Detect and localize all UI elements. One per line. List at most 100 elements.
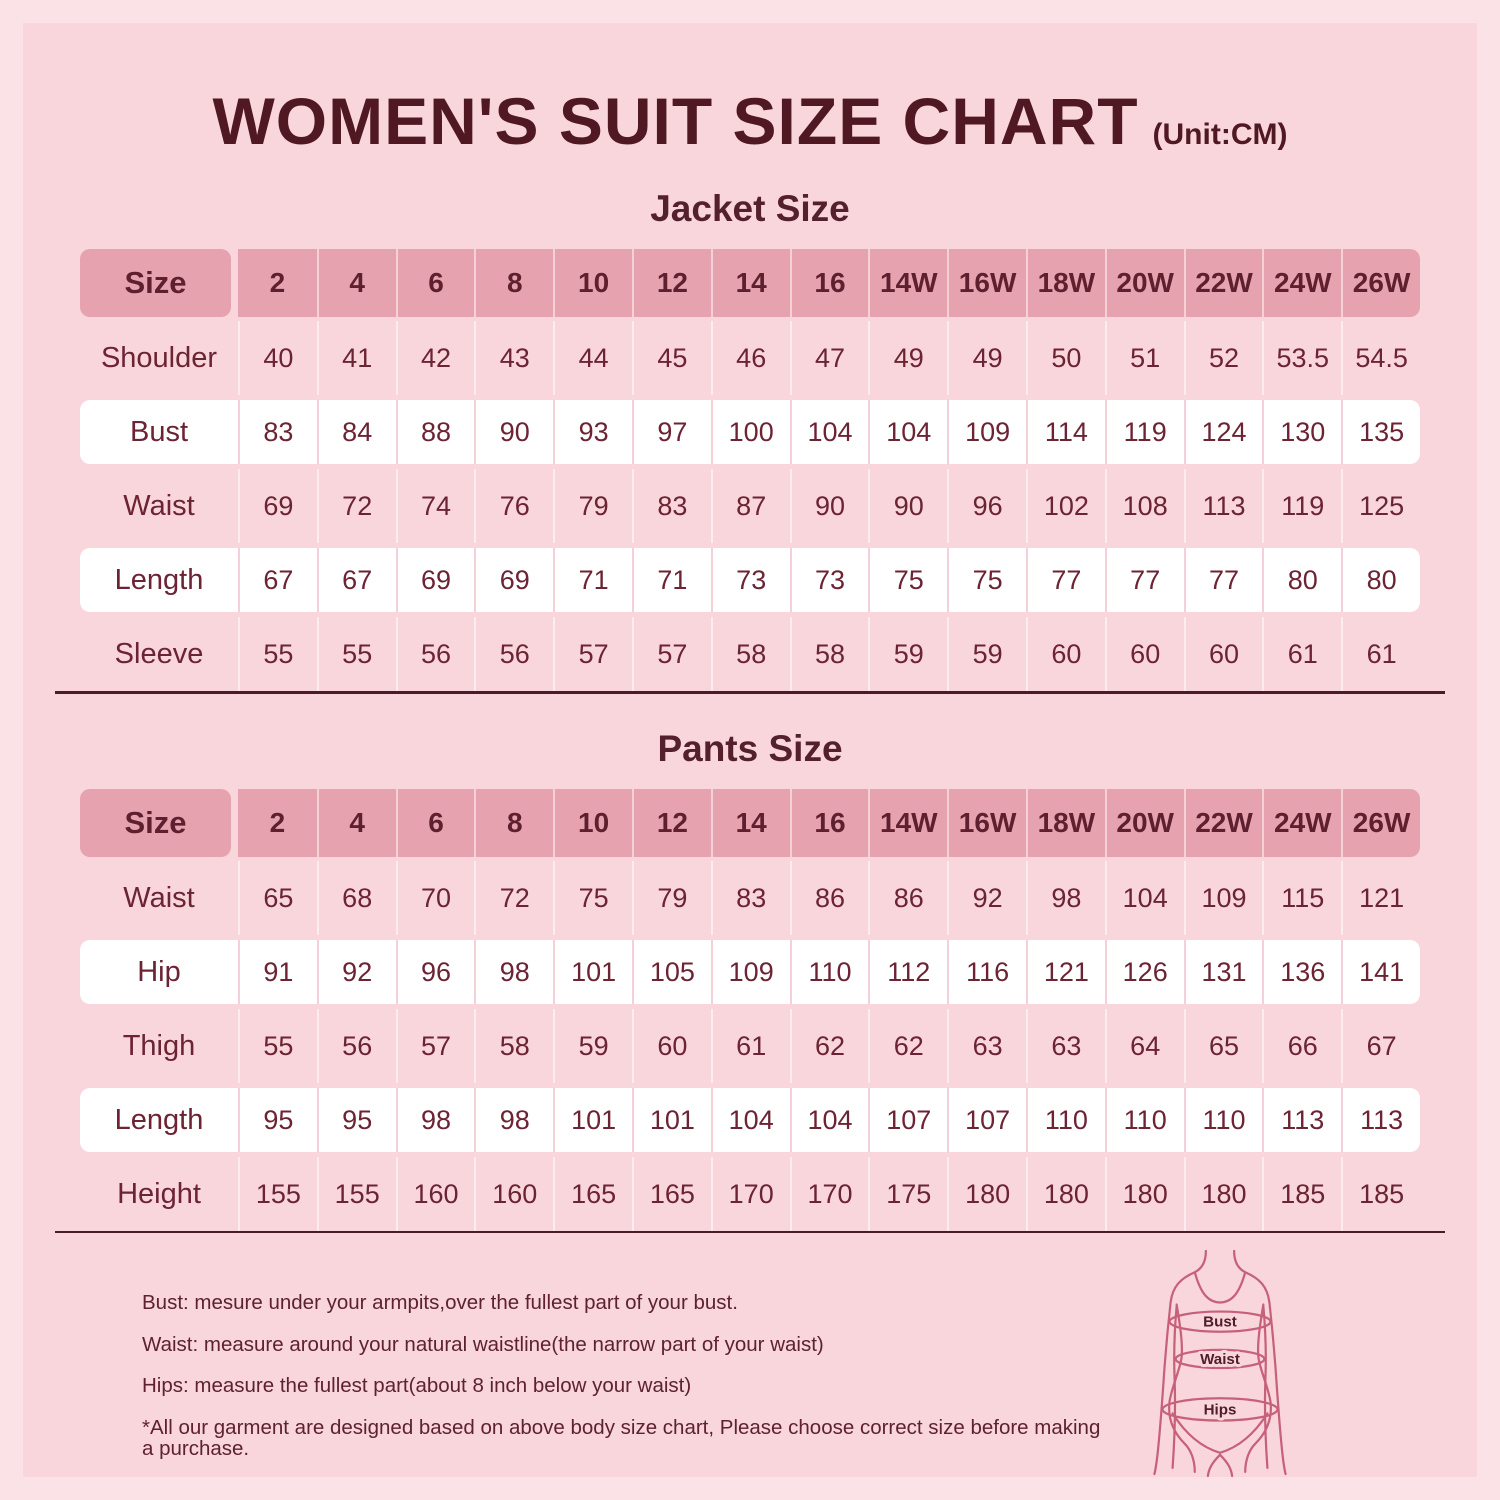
size-value: 84 — [316, 400, 396, 464]
note-bust: Bust: mesure under your armpits,over the… — [142, 1291, 738, 1314]
size-value: 96 — [947, 469, 1026, 543]
size-value: 87 — [710, 469, 790, 543]
header-cell: 14 — [710, 249, 790, 317]
size-value: 49 — [868, 321, 947, 395]
size-value: 79 — [553, 469, 632, 543]
size-value: 126 — [1104, 940, 1184, 1004]
header-cell: 16 — [789, 789, 869, 857]
size-value: 53.5 — [1262, 321, 1341, 395]
size-value: 46 — [710, 321, 790, 395]
table-row: Length 67 67 69 69 71 71 73 73 75 75 77 77 77 80 80 — [80, 548, 1420, 612]
size-value: 43 — [474, 321, 553, 395]
size-value: 73 — [710, 548, 790, 612]
size-value: 180 — [947, 1157, 1026, 1231]
size-value: 67 — [1341, 1009, 1420, 1083]
size-value: 60 — [1183, 617, 1263, 691]
header-cell: 8 — [474, 789, 554, 857]
size-value: 77 — [1026, 548, 1105, 612]
size-value: 185 — [1341, 1157, 1420, 1231]
row-label: Height — [117, 1177, 201, 1210]
table-row: Shoulder 40 41 42 43 44 45 46 47 49 49 50 51 52 53.5 54… — [80, 321, 1420, 395]
size-value: 95 — [238, 1088, 317, 1152]
header-cell: 22W — [1183, 249, 1263, 317]
size-value: 62 — [868, 1009, 947, 1083]
page-title: WOMEN'S SUIT SIZE CHART (Unit:CM) — [0, 88, 1500, 154]
hips-label: Hips — [1204, 1401, 1237, 1418]
size-value: 91 — [238, 940, 317, 1004]
row-label: Length — [114, 1103, 204, 1136]
size-value: 68 — [316, 861, 396, 935]
size-value: 86 — [868, 861, 947, 935]
size-value: 80 — [1341, 548, 1420, 612]
size-value: 107 — [947, 1088, 1026, 1152]
table-row: Waist 69 72 74 76 79 83 87 90 90 96 102 108 113 119 125 — [80, 469, 1420, 543]
size-value: 110 — [789, 940, 869, 1004]
size-value: 75 — [553, 861, 632, 935]
size-value: 104 — [1104, 861, 1184, 935]
size-value: 61 — [710, 1009, 790, 1083]
header-cell: 18W — [1026, 789, 1105, 857]
divider — [55, 691, 1445, 694]
size-value: 131 — [1183, 940, 1263, 1004]
header-cell: Size — [80, 789, 231, 857]
size-value: 41 — [316, 321, 396, 395]
header-cell: 12 — [632, 249, 711, 317]
size-value: 63 — [947, 1009, 1026, 1083]
size-value: 109 — [1183, 861, 1263, 935]
size-value: 102 — [1026, 469, 1105, 543]
size-value: 107 — [868, 1088, 947, 1152]
size-value: 175 — [868, 1157, 947, 1231]
size-value: 130 — [1262, 400, 1341, 464]
size-value: 170 — [789, 1157, 869, 1231]
header-cell: 4 — [316, 789, 396, 857]
size-value: 93 — [553, 400, 632, 464]
size-value: 58 — [710, 617, 790, 691]
size-value: 79 — [632, 861, 711, 935]
size-value: 95 — [316, 1088, 396, 1152]
size-value: 42 — [395, 321, 475, 395]
size-value: 88 — [395, 400, 475, 464]
header-cell: 16 — [789, 249, 869, 317]
size-value: 104 — [789, 400, 869, 464]
table-row: Bust 83 84 88 90 93 97 100 104 104 109 114 119 124 130… — [80, 400, 1420, 464]
size-value: 67 — [316, 548, 396, 612]
pants-size-title: Pants Size — [657, 728, 843, 769]
size-value: 135 — [1341, 400, 1420, 464]
size-value: 58 — [789, 617, 869, 691]
size-value: 115 — [1262, 861, 1341, 935]
table-row: Height 155 155 160 160 165 165 170 170 175 180 180 1… — [80, 1157, 1420, 1231]
size-value: 83 — [238, 400, 317, 464]
header-cell: 4 — [316, 249, 396, 317]
size-value: 59 — [553, 1009, 632, 1083]
size-value: 180 — [1026, 1157, 1105, 1231]
size-value: 66 — [1262, 1009, 1341, 1083]
size-value: 56 — [474, 617, 553, 691]
header-cell: 16W — [947, 789, 1026, 857]
size-value: 70 — [395, 861, 475, 935]
unit-label: (Unit:CM) — [1152, 118, 1288, 151]
header-cell: 10 — [553, 789, 632, 857]
size-value: 65 — [1183, 1009, 1263, 1083]
size-value: 61 — [1341, 617, 1420, 691]
size-value: 62 — [789, 1009, 869, 1083]
table-header-row: Size 2 4 6 8 10 12 14 16 14W 16W 18W 20W 22W 24W 26W — [80, 789, 1420, 857]
table-row: Length 95 95 98 98 101 101 104 104 107 107 110 110 11… — [80, 1088, 1420, 1152]
size-value: 77 — [1183, 548, 1263, 612]
size-value: 101 — [553, 1088, 632, 1152]
size-value: 109 — [710, 940, 790, 1004]
size-value: 65 — [238, 861, 317, 935]
pants-size-table: Size 2 4 6 8 10 12 14 16 14W 16W 18W 20W 22W 24W 26W Wai… — [80, 789, 1420, 1231]
size-value: 72 — [474, 861, 553, 935]
size-value: 110 — [1026, 1088, 1105, 1152]
divider — [55, 1231, 1445, 1233]
size-value: 44 — [553, 321, 632, 395]
size-value: 47 — [789, 321, 869, 395]
torso-outline-icon: Bust Waist Hips — [1153, 1249, 1287, 1478]
size-value: 83 — [632, 469, 711, 543]
size-value: 52 — [1183, 321, 1263, 395]
size-value: 125 — [1341, 469, 1420, 543]
size-value: 50 — [1026, 321, 1105, 395]
row-label: Shoulder — [100, 341, 218, 374]
header-cell: 6 — [395, 789, 475, 857]
